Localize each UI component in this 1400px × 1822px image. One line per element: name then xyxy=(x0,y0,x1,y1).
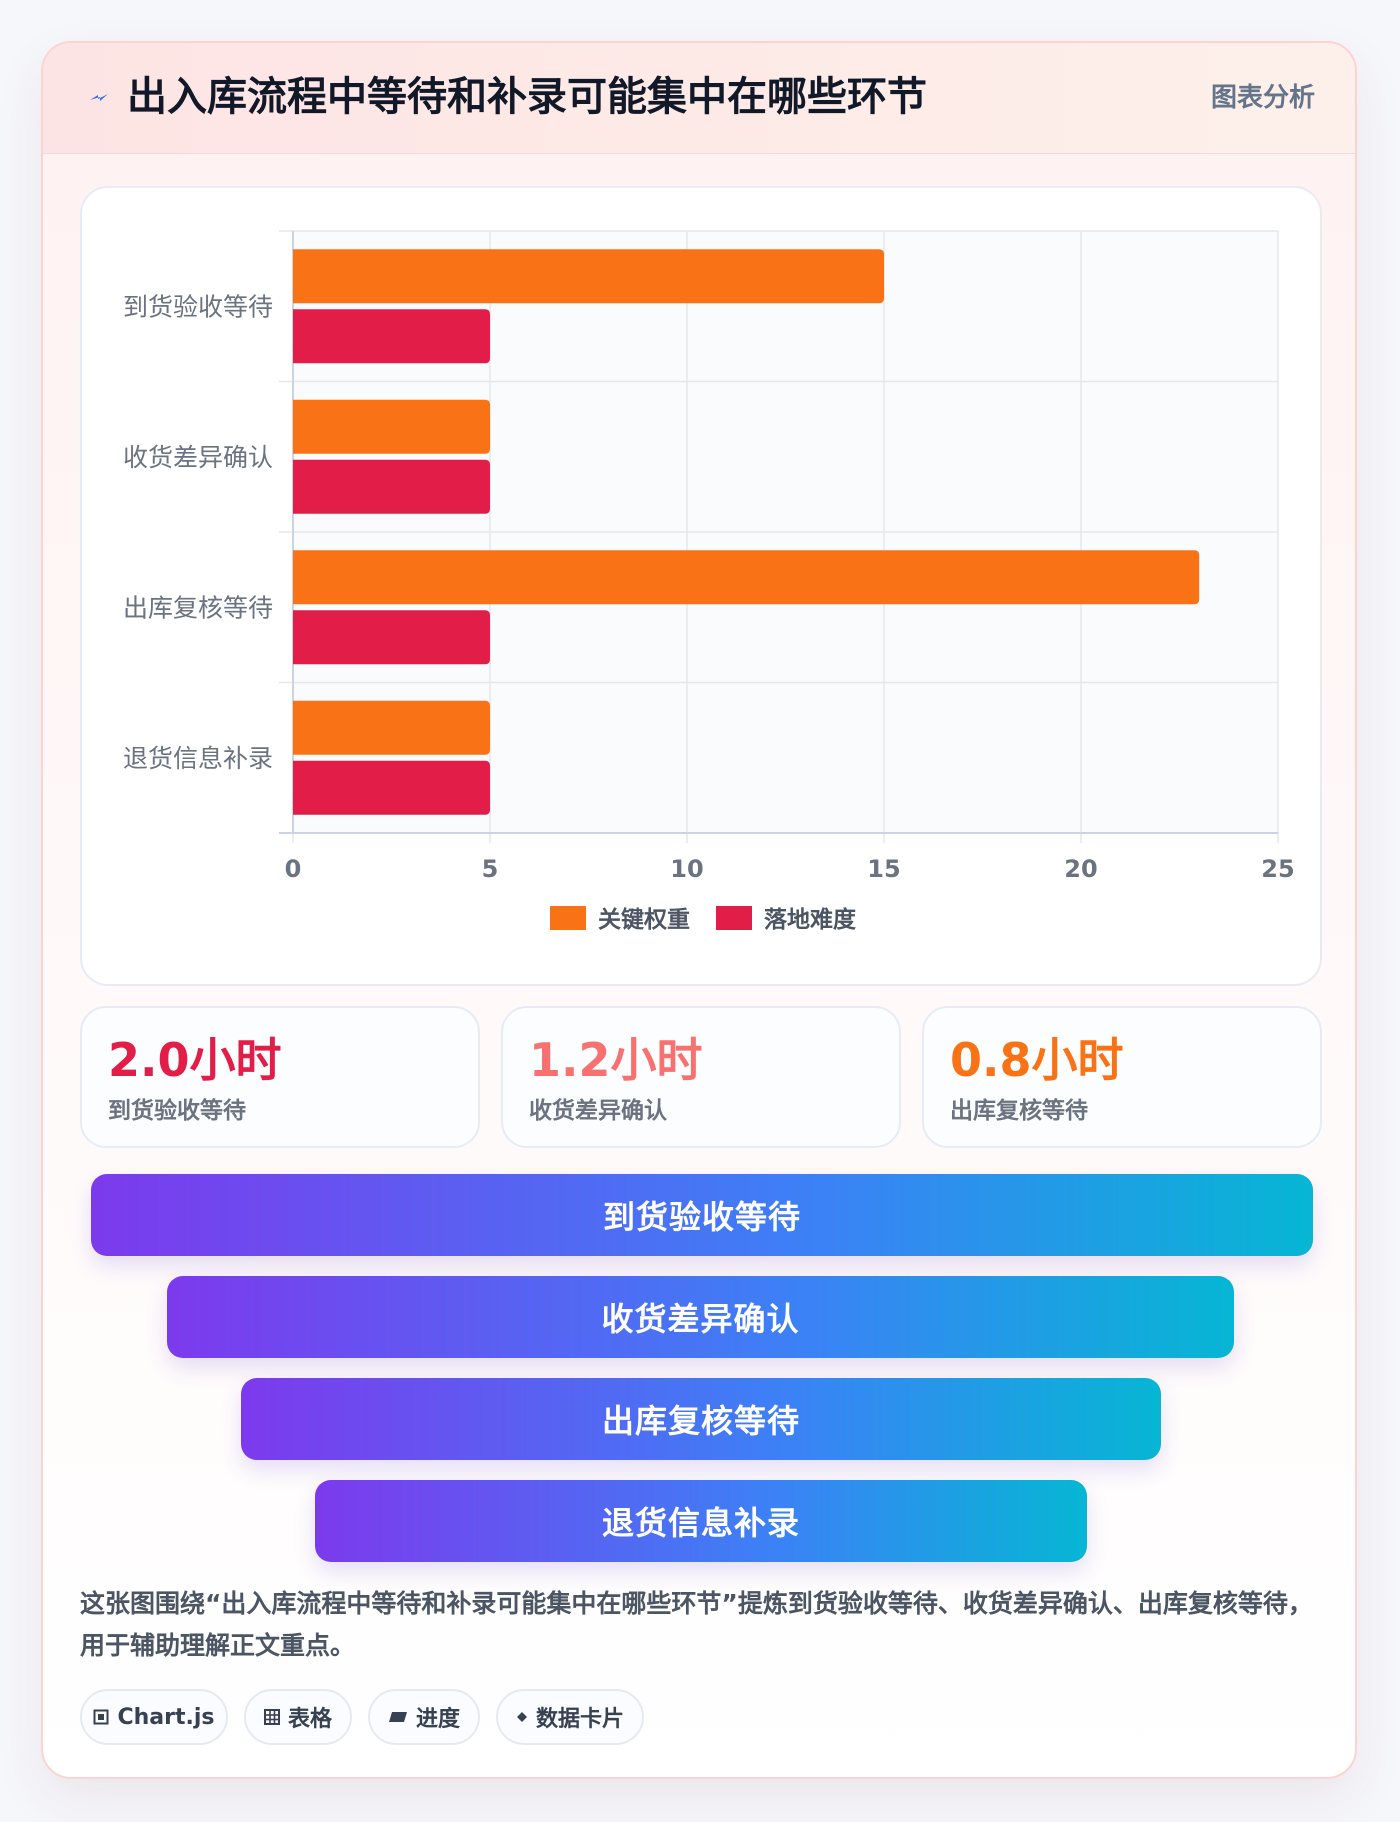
chip-label: Chart.js xyxy=(117,1704,215,1730)
bar xyxy=(293,610,490,665)
bar xyxy=(293,760,490,815)
bar xyxy=(293,309,490,364)
stat-label: 收货差异确认 xyxy=(529,1098,667,1124)
x-tick-label: 0 xyxy=(285,855,302,883)
category-label: 出库复核等待 xyxy=(123,593,273,622)
bar xyxy=(293,550,1200,605)
progress-icon xyxy=(388,1712,407,1722)
category-label: 到货验收等待 xyxy=(123,292,273,321)
chip-chartjs[interactable]: Chart.js xyxy=(80,1689,228,1745)
bar xyxy=(293,249,884,304)
chip-table[interactable]: 表格 xyxy=(244,1689,352,1745)
x-tick-label: 15 xyxy=(867,855,900,883)
bar-chart-panel: 到货验收等待 收货差异确认 出库复核等待 退货信息补录 0 5 10 15 20 25 关键权重 落地… xyxy=(80,186,1322,986)
stat-card: 0.8小时 出库复核等待 xyxy=(922,1006,1322,1148)
page-title: 出入库流程中等待和补录可能集中在哪些环节 xyxy=(127,74,927,120)
funnel-step: 收货差异确认 xyxy=(167,1276,1234,1358)
legend-label: 关键权重 xyxy=(598,906,690,933)
chip-progress[interactable]: 进度 xyxy=(368,1689,480,1745)
chart-card: 出入库流程中等待和补录可能集中在哪些环节 图表分析 到货验收等待 收货差异确认 出库… xyxy=(41,41,1357,1779)
funnel-step: 退货信息补录 xyxy=(315,1480,1087,1562)
chart-analysis-tag: 图表分析 xyxy=(1210,83,1315,113)
funnel-step: 到货验收等待 xyxy=(91,1174,1313,1256)
x-tick-label: 5 xyxy=(482,855,499,883)
stat-label: 出库复核等待 xyxy=(950,1098,1088,1124)
chip-label: 进度 xyxy=(415,1707,460,1732)
chip-label: 表格 xyxy=(287,1707,332,1732)
summary-text: 这张图围绕“出入库流程中等待和补录可能集中在哪些环节”提炼到货验收等待、收货差异… xyxy=(80,1589,1313,1660)
x-tick-label: 10 xyxy=(670,855,703,883)
stat-card: 1.2小时 收货差异确认 xyxy=(501,1006,901,1148)
stat-value: 1.2小时 xyxy=(529,1033,703,1087)
funnel-step: 出库复核等待 xyxy=(241,1378,1161,1460)
chip-label: 数据卡片 xyxy=(535,1707,624,1732)
bar xyxy=(293,700,490,755)
stat-card: 2.0小时 到货验收等待 xyxy=(80,1006,480,1148)
x-tick-label: 25 xyxy=(1261,855,1294,883)
bar xyxy=(293,459,490,514)
card-header: 出入库流程中等待和补录可能集中在哪些环节 图表分析 xyxy=(43,43,1355,154)
chip-data-card[interactable]: 数据卡片 xyxy=(496,1689,644,1745)
stat-value: 2.0小时 xyxy=(108,1033,282,1087)
legend-swatch xyxy=(550,906,586,930)
category-label: 收货差异确认 xyxy=(123,443,273,472)
stat-label: 到货验收等待 xyxy=(108,1098,246,1124)
lightning-icon xyxy=(90,94,108,101)
stat-cards: 2.0小时 到货验收等待 1.2小时 收货差异确认 0.8小时 出库复核等待 xyxy=(80,1006,1322,1148)
stat-value: 0.8小时 xyxy=(950,1033,1124,1087)
table-icon xyxy=(263,1709,280,1725)
diamond-icon xyxy=(516,1712,527,1722)
category-label: 退货信息补录 xyxy=(123,744,273,773)
chip-icon xyxy=(93,1709,109,1725)
bar xyxy=(293,399,490,454)
legend-swatch xyxy=(716,906,752,930)
x-tick-label: 20 xyxy=(1064,855,1097,883)
legend-label: 落地难度 xyxy=(764,906,857,933)
